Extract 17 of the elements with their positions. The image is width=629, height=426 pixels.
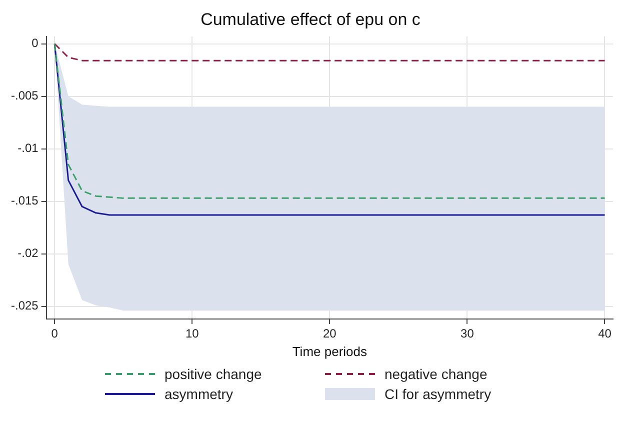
x-tick-label: 10 (185, 326, 200, 341)
legend-label: negative change (384, 366, 488, 382)
x-tick-label: 40 (598, 326, 612, 341)
y-tick-label: -.005 (10, 88, 39, 103)
y-tick-label: -.015 (10, 194, 39, 208)
x-tick-label: 20 (322, 326, 337, 341)
y-tick-label: -.01 (18, 141, 39, 156)
text: CI for asymmetry (384, 386, 492, 402)
x-axis-title: Time periods (292, 344, 368, 359)
x-tick-label: 30 (460, 326, 474, 341)
legend-label: asymmetry (164, 386, 233, 402)
x-tick-label: 0 (51, 326, 58, 341)
y-tick-label: -.02 (18, 246, 39, 260)
legend-label: positive change (164, 366, 262, 382)
y-tick-label: 0 (32, 36, 39, 50)
chart-title: Cumulative effect of epu on c (200, 10, 421, 29)
y-tick-label: -.025 (10, 298, 39, 313)
